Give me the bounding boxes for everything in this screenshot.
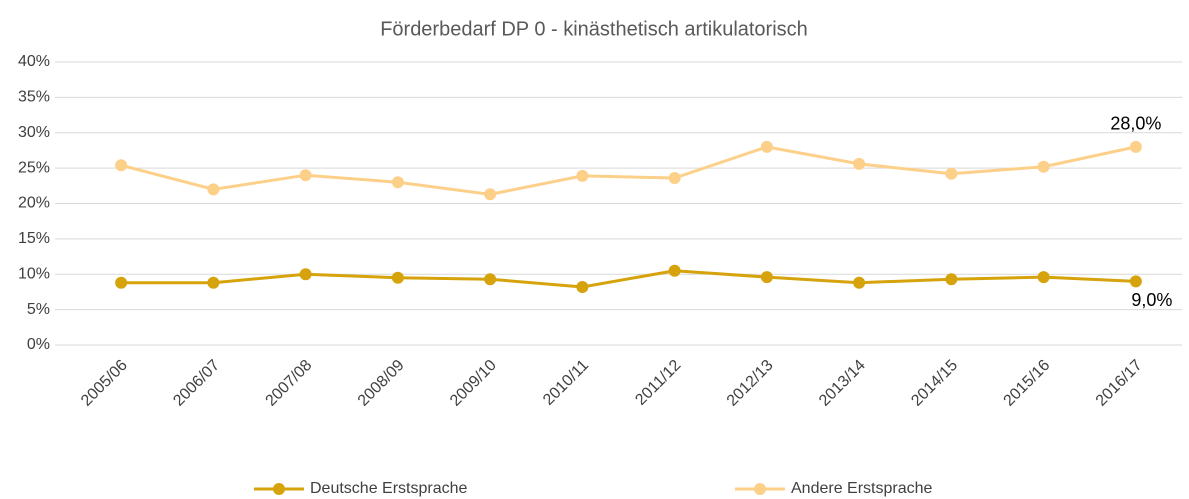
y-tick-label: 30% xyxy=(18,124,50,141)
y-tick-label: 5% xyxy=(27,301,50,318)
point xyxy=(1037,271,1050,284)
point xyxy=(853,276,866,289)
point xyxy=(668,172,681,185)
y-tick-label: 25% xyxy=(18,159,50,176)
point xyxy=(576,169,589,182)
point xyxy=(668,264,681,277)
point xyxy=(576,280,589,293)
y-tick-label: 20% xyxy=(18,195,50,212)
x-tick-label: 2013/14 xyxy=(816,357,869,410)
point xyxy=(299,268,312,281)
data-label: 9,0% xyxy=(1131,290,1172,310)
x-tick-label: 2008/09 xyxy=(355,357,408,410)
x-tick-label: 2016/17 xyxy=(1093,357,1146,410)
x-tick-label: 2005/06 xyxy=(78,357,131,410)
legend-label: Andere Erstsprache xyxy=(791,480,933,497)
y-tick-label: 15% xyxy=(18,230,50,247)
data-label: 28,0% xyxy=(1110,114,1161,134)
series-line xyxy=(120,145,1137,196)
x-tick-label: 2015/16 xyxy=(1001,357,1054,410)
y-tick-label: 10% xyxy=(18,265,50,282)
point xyxy=(391,271,404,284)
point xyxy=(207,183,220,196)
point xyxy=(945,167,958,180)
y-tick-label: 0% xyxy=(27,336,50,353)
point xyxy=(1037,160,1050,173)
legend-marker xyxy=(754,483,766,495)
point xyxy=(115,276,128,289)
point xyxy=(853,157,866,170)
point xyxy=(945,273,958,286)
x-tick-label: 2011/12 xyxy=(632,357,684,409)
x-tick-label: 2006/07 xyxy=(170,357,223,410)
chart-title: Förderbedarf DP 0 - kinästhetisch artiku… xyxy=(380,18,808,40)
x-tick-label: 2012/13 xyxy=(724,357,777,410)
point xyxy=(760,140,773,153)
point xyxy=(207,276,220,289)
point xyxy=(484,188,497,201)
point xyxy=(391,176,404,189)
series-line xyxy=(121,269,1136,289)
y-tick-label: 35% xyxy=(18,89,50,106)
x-tick-label: 2007/08 xyxy=(263,357,316,410)
point xyxy=(1129,275,1142,288)
point xyxy=(1129,140,1142,153)
point xyxy=(760,271,773,284)
y-tick-label: 40% xyxy=(18,53,50,70)
point xyxy=(115,159,128,172)
point xyxy=(484,273,497,286)
x-tick-label: 2014/15 xyxy=(908,357,961,410)
x-tick-label: 2009/10 xyxy=(447,357,500,410)
legend-label: Deutsche Erstsprache xyxy=(310,480,468,497)
x-tick-label: 2010/11 xyxy=(540,357,592,409)
legend-marker xyxy=(273,483,285,495)
point xyxy=(299,169,312,182)
